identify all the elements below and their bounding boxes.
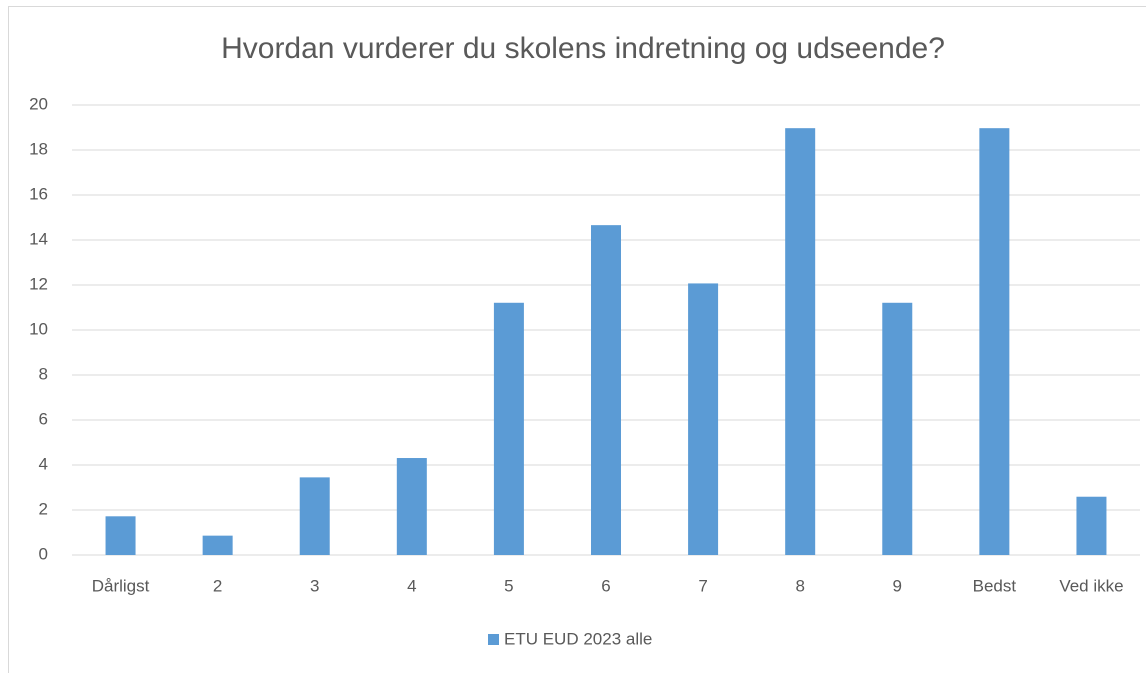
x-tick-label: 2 — [213, 576, 222, 595]
x-tick-label: 6 — [601, 576, 610, 595]
bar — [396, 458, 427, 555]
x-tick-label: Ved ikke — [1059, 576, 1123, 595]
chart-border — [8, 6, 1146, 673]
x-tick-label: 9 — [893, 576, 902, 595]
y-tick-label: 16 — [29, 184, 48, 203]
y-tick-label: 6 — [39, 409, 48, 428]
bar — [882, 302, 913, 555]
x-tick-label: Dårligst — [92, 576, 150, 595]
y-tick-label: 4 — [39, 454, 48, 473]
bar — [688, 283, 719, 555]
x-tick-label: Bedst — [973, 576, 1017, 595]
y-tick-label: 14 — [29, 229, 48, 248]
bar — [299, 477, 330, 555]
x-tick-label: 3 — [310, 576, 319, 595]
y-tick-label: 10 — [29, 319, 48, 338]
legend-label: ETU EUD 2023 alle — [504, 629, 652, 648]
x-tick-label: 5 — [504, 576, 513, 595]
y-tick-label: 12 — [29, 274, 48, 293]
y-tick-label: 18 — [29, 139, 48, 158]
y-tick-label: 8 — [39, 364, 48, 383]
x-tick-label: 7 — [698, 576, 707, 595]
bar — [493, 302, 524, 555]
bar — [785, 128, 816, 556]
legend-swatch — [488, 634, 499, 645]
y-tick-label: 0 — [39, 544, 48, 563]
bar — [105, 516, 136, 555]
bar — [1076, 496, 1107, 555]
bar — [202, 535, 233, 555]
y-tick-label: 2 — [39, 499, 48, 518]
bar — [979, 128, 1010, 556]
x-tick-label: 8 — [795, 576, 804, 595]
y-tick-label: 20 — [29, 94, 48, 113]
chart-title: Hvordan vurderer du skolens indretning o… — [221, 32, 945, 65]
bar — [591, 225, 621, 555]
x-tick-label: 4 — [407, 576, 416, 595]
